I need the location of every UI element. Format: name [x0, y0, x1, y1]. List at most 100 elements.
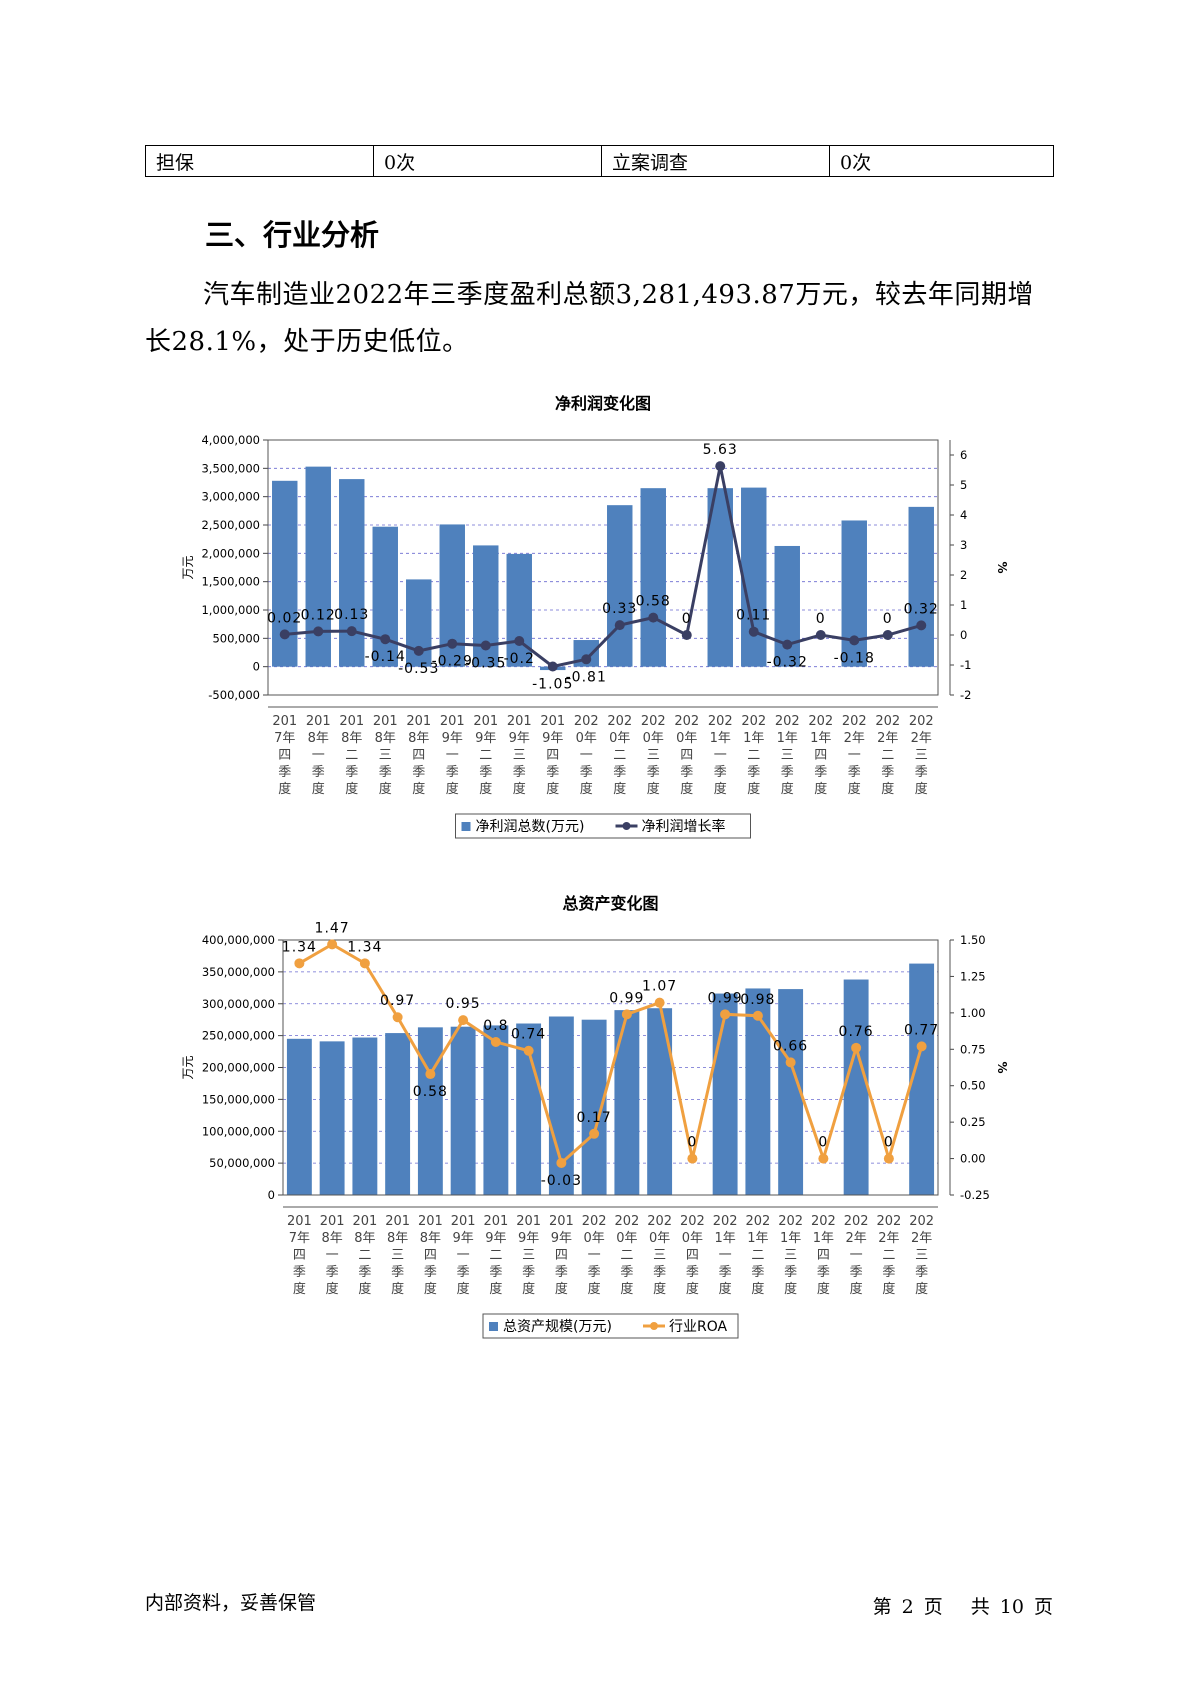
data-label: -0.35 [465, 656, 506, 672]
x-tick-label: 四 [424, 1248, 437, 1263]
data-label: 0.13 [334, 607, 369, 623]
data-label: 0.17 [577, 1110, 612, 1126]
y-axis-title: 万元 [181, 1055, 195, 1079]
bar [778, 989, 804, 1195]
series-point [359, 958, 370, 969]
bar [372, 526, 398, 667]
x-tick-label: 三 [379, 748, 392, 763]
y-tick-label: 250,000,000 [202, 1029, 275, 1043]
x-tick-label: 季 [457, 1265, 470, 1280]
series-point [782, 639, 793, 650]
data-label: 0.77 [904, 1022, 939, 1038]
y2-tick-label: 0.25 [960, 1115, 986, 1129]
x-tick-label: 度 [522, 1281, 535, 1297]
bar [741, 487, 767, 667]
x-tick-label: 202 [674, 714, 699, 729]
x-tick-label: 一 [850, 1248, 863, 1263]
x-tick-label: 9年 [551, 1231, 572, 1246]
x-tick-label: 一 [312, 748, 325, 763]
x-tick-label: 201 [507, 714, 532, 729]
x-tick-label: 度 [588, 1281, 601, 1297]
series-point [514, 636, 525, 646]
x-tick-label: 一 [326, 1248, 339, 1263]
x-tick-label: 0年 [649, 1231, 670, 1246]
y2-tick-label: -1 [960, 658, 971, 672]
x-tick-label: 8年 [408, 731, 429, 746]
x-tick-label: 季 [714, 765, 727, 780]
x-tick-label: 度 [915, 1281, 928, 1297]
x-tick-label: 0年 [676, 731, 697, 746]
x-tick-label: 202 [582, 1214, 607, 1229]
net-profit-chart-svg: 净利润变化图 -500,000 0 500,000 1,000,000 1,500,000… [181, 394, 1009, 839]
y-tick-label: 4,000,000 [201, 433, 260, 447]
bar [305, 466, 331, 667]
data-label: -0.2 [504, 651, 535, 667]
x-tick-label: 201 [516, 1214, 541, 1229]
x-tick-label: 季 [513, 765, 526, 780]
page-label-b: 页 [923, 1596, 943, 1618]
x-tick-label: 季 [489, 1265, 502, 1280]
x-tick-label: 201 [320, 1214, 345, 1229]
x-tick-label: 一 [588, 1248, 601, 1263]
x-tick-label: 季 [915, 1265, 928, 1280]
legend-box [482, 1313, 739, 1339]
x-tick-label: 202 [775, 714, 800, 729]
series-point [621, 1009, 632, 1020]
series-point [654, 997, 665, 1008]
x-tick-label: 二 [489, 1248, 502, 1263]
x-tick-label: 季 [850, 1265, 863, 1280]
section-title: 三、行业分析 [205, 218, 380, 252]
data-label: 0.99 [708, 990, 743, 1006]
x-tick-label: 2年 [845, 1231, 866, 1246]
data-label: 0.95 [446, 996, 481, 1012]
table-row: 担保 0次 立案调查 0次 [145, 145, 1054, 177]
x-tick-label: 度 [647, 781, 660, 797]
page-number: 2 [901, 1596, 914, 1618]
y2-tick-label: 6 [960, 448, 967, 462]
x-tick-label: 2年 [877, 731, 898, 746]
x-tick-label: 8年 [341, 731, 362, 746]
data-label: -0.18 [834, 650, 875, 666]
x-tick-label: 度 [379, 781, 392, 797]
series-line [284, 465, 922, 669]
y-tick-label: 2,000,000 [201, 546, 260, 560]
x-tick-label: 201 [385, 1214, 410, 1229]
y-tick-label: 3,500,000 [201, 461, 260, 475]
x-tick-label: 一 [719, 1248, 732, 1263]
x-tick-label: 季 [546, 765, 559, 780]
data-label: 0.66 [773, 1038, 808, 1054]
bar [286, 1038, 312, 1195]
legend-line-marker [650, 1322, 658, 1330]
x-tick-label: 一 [446, 748, 459, 763]
data-label: -0.03 [541, 1173, 582, 1189]
y-tick-label: -500,000 [208, 688, 260, 702]
x-tick-label: 7年 [289, 1231, 310, 1246]
series-point [279, 629, 290, 640]
series-point [589, 1128, 600, 1139]
data-label: 0.97 [380, 993, 415, 1009]
x-tick-label: 201 [451, 1214, 476, 1229]
y-tick-label: 200,000,000 [202, 1061, 275, 1075]
x-tick-label: 1年 [743, 731, 764, 746]
bar [339, 479, 365, 667]
x-tick-label: 三 [784, 1248, 797, 1263]
data-label: 0 [884, 1135, 894, 1151]
x-tick-label: 季 [345, 765, 358, 780]
x-tick-label: 三 [391, 1248, 404, 1263]
total-pages: 10 [999, 1596, 1024, 1618]
x-tick-label: 度 [446, 781, 459, 797]
x-tick-label: 度 [412, 781, 425, 797]
x-tick-label: 202 [811, 1214, 836, 1229]
x-tick-label: 季 [817, 1265, 830, 1280]
series-line [298, 942, 924, 1166]
x-tick-label: 201 [473, 714, 498, 729]
x-tick-label: 度 [751, 1281, 764, 1297]
x-tick-label: 202 [607, 714, 632, 729]
y-tick-label: 1,000,000 [201, 603, 260, 617]
x-tick-label: 度 [814, 781, 827, 797]
x-tick-label: 度 [747, 781, 760, 797]
series-point [425, 1069, 436, 1080]
x-tick-label: 202 [745, 1214, 770, 1229]
x-tick-label: 季 [312, 765, 325, 780]
y2-tick-label: 1.50 [960, 933, 986, 947]
